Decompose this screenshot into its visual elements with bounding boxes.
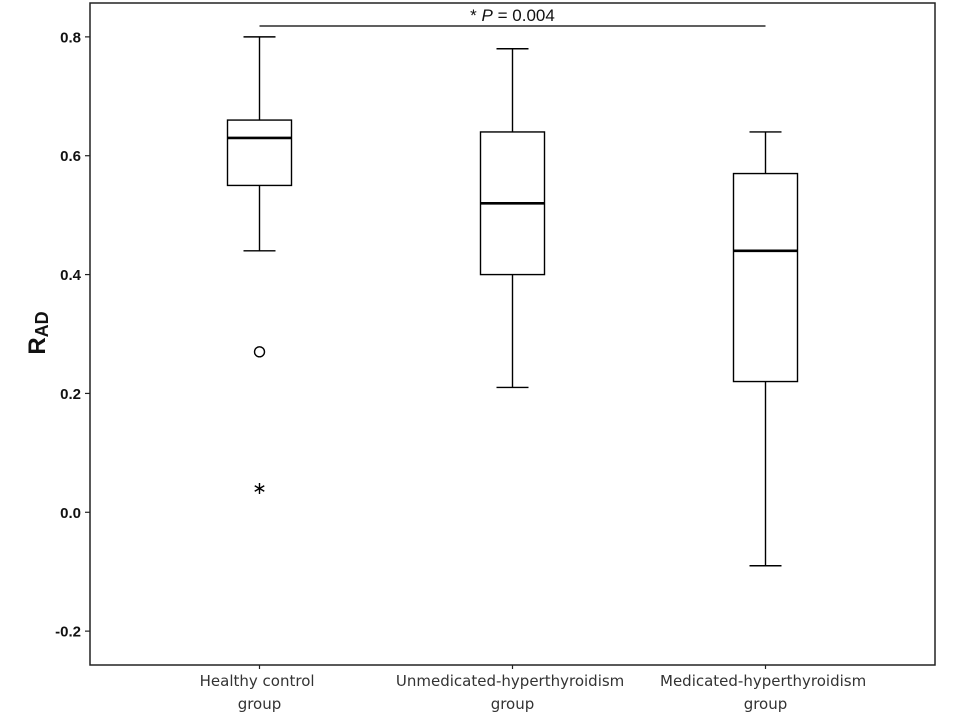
- interquartile-box: [732, 172, 799, 383]
- significance-label: * P = 0.004: [470, 6, 555, 25]
- x-tick-label: Unmedicated-hyperthyroidism group: [396, 672, 629, 713]
- box-plot-marks: [226, 36, 799, 567]
- significance-marker: *: [470, 6, 477, 25]
- y-tick-label: 0.4: [60, 267, 82, 284]
- y-tick-label: 0.6: [60, 148, 81, 165]
- y-tick-label: 0.0: [60, 505, 81, 522]
- x-axis: Healthy control group Unmedicated-hyperth…: [200, 665, 871, 713]
- outlier-marker: [253, 346, 266, 358]
- box-group-unmedicated-hyperthyroidism-group: [479, 48, 546, 389]
- significance-annotation: * P = 0.004: [259, 6, 766, 27]
- box-group-healthy-control-group: [226, 36, 293, 495]
- x-tick-label: Healthy control group: [200, 672, 320, 713]
- y-tick-label: -0.2: [55, 624, 81, 641]
- y-tick-label: 0.8: [60, 29, 81, 46]
- x-tick-label: Medicated-hyperthyroidism group: [660, 672, 871, 713]
- p-value-text: = 0.004: [498, 6, 555, 25]
- y-axis-label: RAD: [24, 311, 52, 354]
- interquartile-box: [226, 119, 293, 187]
- box-group-medicated-hyperthyroidism-group: [732, 131, 799, 567]
- extreme-value-marker-stroke: [254, 485, 265, 492]
- p-value-symbol: P: [482, 6, 494, 25]
- extreme-value-marker: [254, 483, 265, 495]
- y-axis: RAD -0.2 0.0 0.2 0.4 0.6 0.8: [24, 29, 90, 641]
- y-tick-label: 0.2: [60, 386, 81, 403]
- y-axis-label-main: R: [24, 337, 51, 354]
- y-axis-label-subscript: AD: [32, 311, 52, 337]
